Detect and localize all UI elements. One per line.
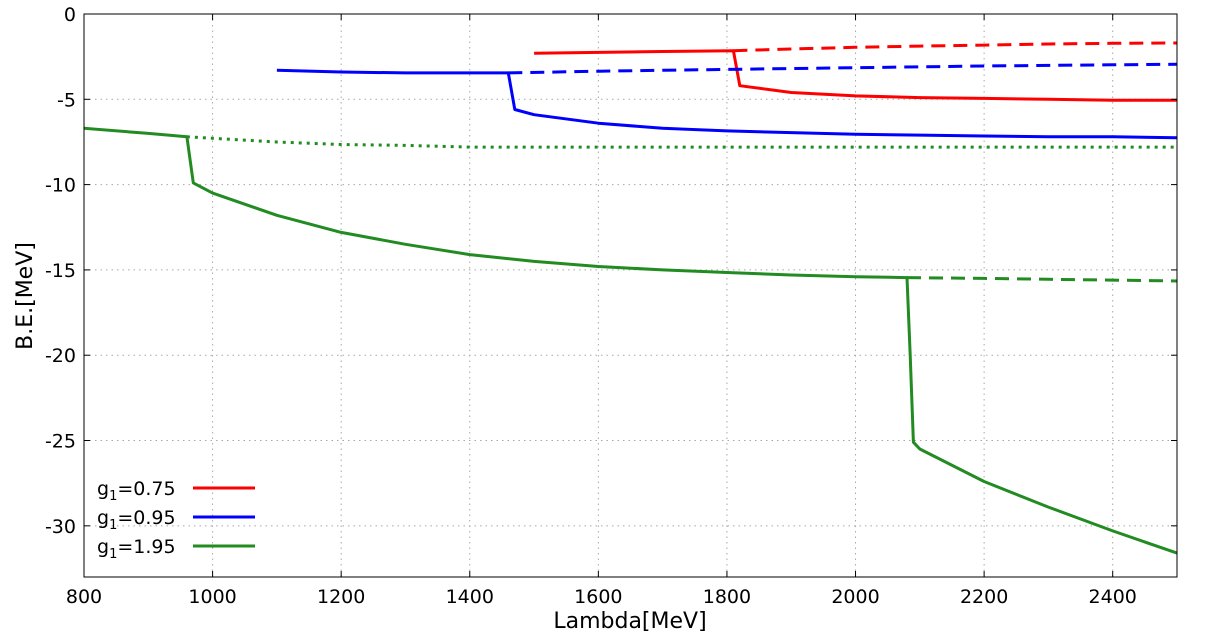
x-tick-label: 1800 xyxy=(703,586,751,608)
series-line-dashed xyxy=(733,41,1178,53)
x-axis-label: Lambda[MeV] xyxy=(553,609,706,634)
x-tick-label: 2400 xyxy=(1089,586,1137,608)
x-tick-label: 1000 xyxy=(188,586,236,608)
legend-entry-label: g1=1.95 xyxy=(97,536,176,562)
y-tick-label: -20 xyxy=(45,345,76,367)
legend: g1=0.75 g1=0.95 g1=1.95 xyxy=(97,478,255,562)
series-line-dashed xyxy=(508,62,1178,75)
series-line-solid xyxy=(83,126,1178,555)
x-tick-label: 1400 xyxy=(446,586,494,608)
x-tick-label: 1200 xyxy=(317,586,365,608)
plot-frame xyxy=(83,13,1178,578)
x-tick-label: 1600 xyxy=(574,586,622,608)
y-tick-label: -5 xyxy=(57,89,76,111)
series-line-solid xyxy=(534,49,1177,102)
y-tick-label: -10 xyxy=(45,175,76,197)
series-line-dashed xyxy=(906,276,1178,283)
y-tick-label: -15 xyxy=(45,260,76,282)
x-tick-label: 2200 xyxy=(960,586,1008,608)
x-tick-label: 2000 xyxy=(831,586,879,608)
legend-entry-label: g1=0.95 xyxy=(97,507,176,533)
y-tick-label: 0 xyxy=(64,4,76,26)
series-line-dotted xyxy=(186,135,1177,149)
grid-lines xyxy=(84,14,1177,577)
axis-ticks: 800 1000 1200 1400 1600 1800 2000 2200 2400 0 -5 -1… xyxy=(45,4,1177,608)
plot-area xyxy=(83,41,1178,555)
series-line-solid xyxy=(276,68,1178,140)
y-tick-label: -30 xyxy=(45,516,76,538)
y-tick-label: -25 xyxy=(45,431,76,453)
y-axis-label: B.E.[MeV] xyxy=(13,242,38,350)
legend-entry-label: g1=0.75 xyxy=(97,478,176,504)
x-tick-label: 800 xyxy=(66,586,102,608)
